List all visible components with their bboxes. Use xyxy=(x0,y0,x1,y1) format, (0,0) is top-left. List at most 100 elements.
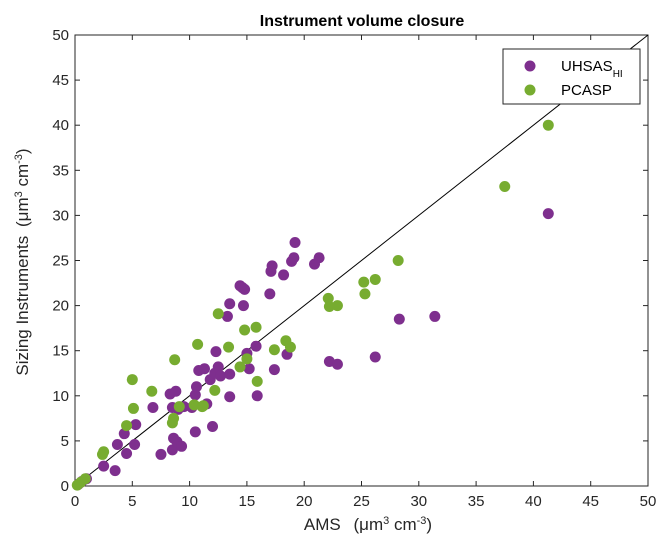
x-tick-label: 40 xyxy=(525,493,542,510)
data-point-uhsas xyxy=(288,252,300,264)
data-point-uhsas xyxy=(224,368,236,380)
y-axis-unit-prefix: (μm xyxy=(13,197,32,227)
data-point-pcasp xyxy=(241,353,253,365)
y-tick-label: 0 xyxy=(61,478,69,495)
x-axis-label-text: AMS xyxy=(304,515,341,534)
data-point-pcasp xyxy=(234,361,246,373)
data-point-uhsas xyxy=(331,358,343,370)
data-point-uhsas xyxy=(190,381,202,393)
data-point-uhsas xyxy=(393,313,405,325)
y-tick-label: 20 xyxy=(52,298,69,315)
data-point-pcasp xyxy=(250,321,262,333)
x-axis-unit-mid: cm xyxy=(389,515,416,534)
y-axis-unit-mid: cm xyxy=(13,164,32,191)
x-tick-label: 25 xyxy=(353,493,370,510)
x-tick-label: 10 xyxy=(181,493,198,510)
data-point-uhsas xyxy=(221,310,233,322)
y-axis-label-text: Sizing Instruments xyxy=(13,236,32,376)
y-axis-unit-sup2: -3 xyxy=(13,154,25,164)
data-point-uhsas xyxy=(243,363,255,375)
y-tick-label: 35 xyxy=(52,162,69,179)
data-point-uhsas xyxy=(251,390,263,402)
data-point-pcasp xyxy=(121,420,133,432)
y-tick-label: 15 xyxy=(52,343,69,360)
data-point-pcasp xyxy=(146,385,158,397)
data-point-uhsas xyxy=(250,340,262,352)
data-point-pcasp xyxy=(197,400,209,412)
data-point-pcasp xyxy=(359,288,371,300)
x-axis-label: AMS (μm3 cm-3) xyxy=(304,515,432,534)
data-point-uhsas xyxy=(155,448,167,460)
data-point-pcasp xyxy=(369,273,381,285)
data-point-uhsas xyxy=(111,439,123,451)
legend-marker-pcasp xyxy=(524,84,536,96)
data-point-uhsas xyxy=(210,346,222,358)
data-point-uhsas xyxy=(224,298,236,310)
x-tick-label: 45 xyxy=(582,493,599,510)
data-point-pcasp xyxy=(392,255,404,266)
legend-box xyxy=(502,48,641,105)
data-point-uhsas xyxy=(147,402,159,414)
x-tick-label: 50 xyxy=(640,493,657,510)
data-point-uhsas xyxy=(215,370,227,382)
data-point-pcasp xyxy=(79,473,91,485)
data-point-pcasp xyxy=(212,308,224,320)
data-point-pcasp xyxy=(499,181,511,193)
legend-label-pcasp: PCASP xyxy=(561,82,612,99)
y-tick-label: 50 xyxy=(52,27,69,44)
y-tick-label: 30 xyxy=(52,207,69,224)
x-tick-label: 15 xyxy=(239,493,256,510)
legend-label-uhsas-name: UHSAS xyxy=(561,58,613,75)
data-point-uhsas xyxy=(166,444,178,456)
y-tick-label: 25 xyxy=(52,253,69,270)
y-axis-label: Sizing Instruments (μm3 cm-3) xyxy=(13,148,32,375)
data-point-pcasp xyxy=(358,276,370,288)
data-point-pcasp xyxy=(251,375,263,387)
y-axis-unit-sup1: 3 xyxy=(13,191,25,197)
data-point-pcasp xyxy=(268,344,280,356)
data-point-uhsas xyxy=(429,310,441,322)
data-point-pcasp xyxy=(209,384,221,396)
data-point-uhsas xyxy=(239,283,251,295)
x-tick-label: 20 xyxy=(296,493,313,510)
legend-label-uhsas-sub: HI xyxy=(613,69,623,80)
data-point-pcasp xyxy=(322,292,334,304)
data-point-uhsas xyxy=(109,465,121,477)
data-point-uhsas xyxy=(237,300,249,312)
data-point-uhsas xyxy=(212,361,224,373)
series-uhsas xyxy=(72,208,554,490)
data-point-pcasp xyxy=(192,338,204,350)
x-tick-label: 0 xyxy=(71,493,79,510)
data-points xyxy=(71,119,554,491)
x-axis-unit-suffix: ) xyxy=(426,515,432,534)
tick-labels: 0 5 10 15 20 25 30 35 40 45 50 0 5 10 15 20 25 30 35 40 45 50 xyxy=(52,27,656,510)
data-point-uhsas xyxy=(278,269,290,281)
x-tick-label: 35 xyxy=(468,493,485,510)
data-point-uhsas xyxy=(289,236,301,248)
data-point-pcasp xyxy=(239,324,251,336)
data-point-uhsas xyxy=(121,448,133,460)
y-tick-label: 10 xyxy=(52,388,69,405)
data-point-uhsas xyxy=(369,351,381,363)
legend-marker-uhsas xyxy=(524,60,536,72)
data-point-uhsas xyxy=(176,440,188,452)
x-axis-unit-sup2: -3 xyxy=(417,515,427,527)
data-point-uhsas xyxy=(189,426,201,438)
x-tick-label: 5 xyxy=(128,493,136,510)
data-point-uhsas xyxy=(98,460,110,472)
legend-label-uhsas: UHSASHI xyxy=(561,58,623,80)
data-point-uhsas xyxy=(313,252,325,264)
data-point-pcasp xyxy=(542,119,554,131)
y-tick-label: 5 xyxy=(61,433,69,450)
data-point-uhsas xyxy=(224,391,236,403)
data-point-uhsas xyxy=(198,363,210,375)
data-point-uhsas xyxy=(170,385,182,397)
data-point-pcasp xyxy=(98,446,110,458)
data-point-pcasp xyxy=(223,341,235,353)
data-point-uhsas xyxy=(207,420,219,432)
data-point-uhsas xyxy=(129,439,141,451)
x-axis-unit-sup1: 3 xyxy=(383,515,389,527)
y-tick-label: 40 xyxy=(52,117,69,134)
data-point-uhsas xyxy=(266,260,278,272)
